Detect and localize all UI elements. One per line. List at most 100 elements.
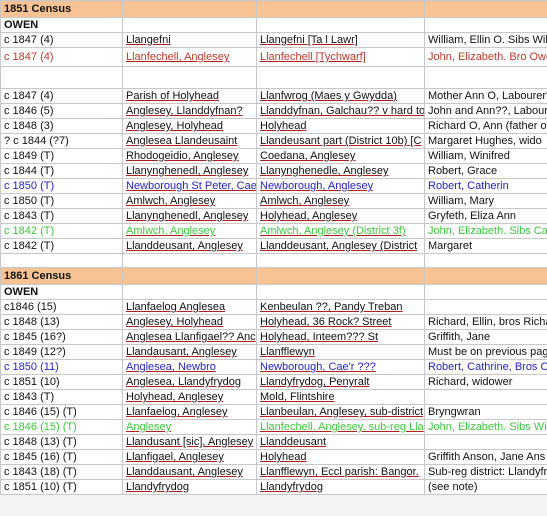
- birthplace: Llanfaelog Anglesea: [122, 299, 257, 315]
- residence: Llanddyfnan, Galchau?? v hard to: [256, 103, 425, 119]
- residence-text: Llanddeusant, Anglesey (District: [260, 240, 418, 252]
- birthplace-text: Anglesey, Llanddyfnan?: [126, 105, 243, 117]
- birthplace: Llanynghenedl, Anglesey: [122, 163, 257, 179]
- birth-text: c 1843 (T): [4, 210, 55, 222]
- table-row: c 1850 (11) Anglesea, Newbro Newborough, C…: [0, 359, 547, 375]
- table-row: c 1847 (4) Llangefni Llangefni [Ta l Lawr]…: [0, 32, 547, 48]
- birthplace-text: Llanfechell, Anglesey: [126, 51, 230, 63]
- table-row: c 1849 (T) Rhodogeidio, Anglesey Coedana, …: [0, 148, 547, 164]
- household: [424, 299, 547, 315]
- table-row: c 1844 (T) Llanynghenedl, Anglesey Llanyng…: [0, 163, 547, 179]
- household: John and Ann??, Labourer: [424, 103, 547, 119]
- table-row: c 1848 (13) (T) Llandusant [sic], Anglese…: [0, 434, 547, 450]
- table-row: c 1848 (3) Anglesey, Holyhead Holyhead Rich…: [0, 118, 547, 134]
- birthplace: Llanynghenedl, Anglesey: [122, 208, 257, 224]
- household: Robert, Catherin: [424, 178, 547, 194]
- residence-text: Llanfflewyn: [260, 346, 315, 358]
- table-row: c 1847 (4) Llanfechell, Anglesey Llanfeche…: [0, 47, 547, 67]
- empty-cell: [424, 17, 547, 33]
- table-row: c 1845 (16) (T) Llanfigael, Anglesey Holyh…: [0, 449, 547, 465]
- birth-text: c 1842 (T): [4, 240, 55, 252]
- table-row: c 1843 (18) (T) Llanddausant, Anglesey Lla…: [0, 464, 547, 480]
- table-row: c 1849 (12?) Llandausant, Anglesey Llanffl…: [0, 344, 547, 360]
- empty-cell: [256, 17, 425, 33]
- residence-text: Llanddyfnan, Galchau?? v hard to: [260, 105, 425, 117]
- household-text: John, Elizabeth. Sibs Cat: [428, 225, 547, 237]
- residence: Holyhead, 36 Rock? Street: [256, 314, 425, 330]
- table-row: c1846 (15) Llanfaelog Anglesea Kenbeulan ?…: [0, 299, 547, 315]
- residence-text: Newborough, Cae'r ???: [260, 361, 376, 373]
- birth: c 1843 (T): [0, 389, 123, 405]
- birth-text: c 1846 (15) (T): [4, 406, 77, 418]
- birthplace: Llanddeusant, Anglesey: [122, 238, 257, 254]
- birthplace: Llanfigael, Anglesey: [122, 449, 257, 465]
- residence: Llanfflewyn, Eccl parish: Bangor.: [256, 464, 425, 480]
- birth: c 1850 (T): [0, 193, 123, 209]
- birthplace: Llandyfrydog: [122, 479, 257, 495]
- birthplace-text: Llandausant, Anglesey: [126, 346, 237, 358]
- household: [424, 434, 547, 450]
- birth: c 1849 (12?): [0, 344, 123, 360]
- birth-text: c 1848 (13): [4, 316, 60, 328]
- birth-text: ? c 1844 (?7): [4, 135, 69, 147]
- birthplace-text: Anglesea, Llandyfrydog: [126, 376, 241, 388]
- residence: Llanfflewyn: [256, 344, 425, 360]
- birthplace-text: Anglesea Llandeusaint: [126, 135, 238, 147]
- birth: c 1848 (3): [0, 118, 123, 134]
- birthplace: Anglesea Llandeusaint: [122, 133, 257, 149]
- birth-text: c 1850 (T): [4, 195, 55, 207]
- empty-cell: [122, 66, 257, 89]
- birthplace-text: Llandyfrydog: [126, 481, 189, 493]
- household-text: Mother Ann O, Labourer': [428, 90, 547, 102]
- residence: Mold, Flintshire: [256, 389, 425, 405]
- header-cell: [122, 0, 257, 18]
- empty-cell: [122, 284, 257, 300]
- birth: c 1843 (18) (T): [0, 464, 123, 480]
- census-table: 1851 Census OWEN c 1847 (4) Llangefni Llange…: [0, 0, 547, 495]
- household-text: Richard, Ellin, bros Richa: [428, 316, 547, 328]
- empty-cell: [122, 253, 257, 268]
- household-text: John and Ann??, Labourer: [428, 105, 547, 117]
- household-text: William, Mary: [428, 195, 494, 207]
- empty-cell: [256, 284, 425, 300]
- birthplace-text: Anglesey, Holyhead: [126, 316, 224, 328]
- birthplace: Llanfaelog, Anglesey: [122, 404, 257, 420]
- birth-text: c 1842 (T): [4, 225, 55, 237]
- birth: c 1849 (T): [0, 148, 123, 164]
- birth: c 1848 (13) (T): [0, 434, 123, 450]
- birthplace-text: Anglesea Llanfigael?? Anc: [126, 331, 256, 343]
- empty-cell: [0, 66, 123, 89]
- household-text: Richard, widower: [428, 376, 513, 388]
- birthplace-text: Llangefni: [126, 34, 171, 46]
- household: John, Elizabeth. Bro Owe: [424, 47, 547, 67]
- birth: c 1850 (11): [0, 359, 123, 375]
- residence: Holyhead: [256, 449, 425, 465]
- birthplace: Anglesey, Llanddyfnan?: [122, 103, 257, 119]
- birthplace: Llandusant [sic], Anglesey: [122, 434, 257, 450]
- residence: Llanfwrog (Maes y Gwydda): [256, 88, 425, 104]
- household-text: John, Elizabeth. Bro Owe: [428, 51, 547, 63]
- household: Gryfeth, Eliza Ann: [424, 208, 547, 224]
- household-text: Bryngwran: [428, 406, 481, 418]
- section-title-text: 1861 Census: [4, 270, 72, 282]
- household-text: Margaret: [428, 240, 473, 252]
- birthplace-text: Llanynghenedl, Anglesey: [126, 165, 249, 177]
- table-row: c 1851 (10) Anglesea, Llandyfrydog Llandyf…: [0, 374, 547, 390]
- birthplace-text: Llanddeusant, Anglesey: [126, 240, 243, 252]
- residence: Holyhead, Inteem??? St: [256, 329, 425, 345]
- birthplace: Anglesey: [122, 419, 257, 435]
- household-text: Gryfeth, Eliza Ann: [428, 210, 517, 222]
- residence-text: Llanfwrog (Maes y Gwydda): [260, 90, 397, 102]
- residence-text: Holyhead, Inteem??? St: [260, 331, 379, 343]
- surname: OWEN: [0, 284, 123, 300]
- table-row: c 1843 (T) Llanynghenedl, Anglesey Holyhea…: [0, 208, 547, 224]
- birthplace: Anglesey, Holyhead: [122, 118, 257, 134]
- residence-text: Holyhead, 36 Rock? Street: [260, 316, 392, 328]
- table-row: OWEN: [0, 17, 547, 33]
- household-text: Richard O, Ann (father o: [428, 120, 547, 132]
- table-row: OWEN: [0, 284, 547, 300]
- birth: c 1843 (T): [0, 208, 123, 224]
- section-title: 1851 Census: [0, 0, 123, 18]
- birth-text: c 1849 (T): [4, 150, 55, 162]
- household: Robert, Grace: [424, 163, 547, 179]
